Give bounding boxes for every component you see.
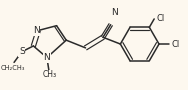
Text: Cl: Cl [171,40,180,49]
Text: CH₂CH₃: CH₂CH₃ [1,65,25,71]
Text: N: N [33,26,40,35]
Text: CH₃: CH₃ [43,70,57,79]
Text: N: N [111,8,118,17]
Text: S: S [19,47,25,56]
Text: Cl: Cl [157,14,165,23]
Text: N: N [44,53,50,62]
